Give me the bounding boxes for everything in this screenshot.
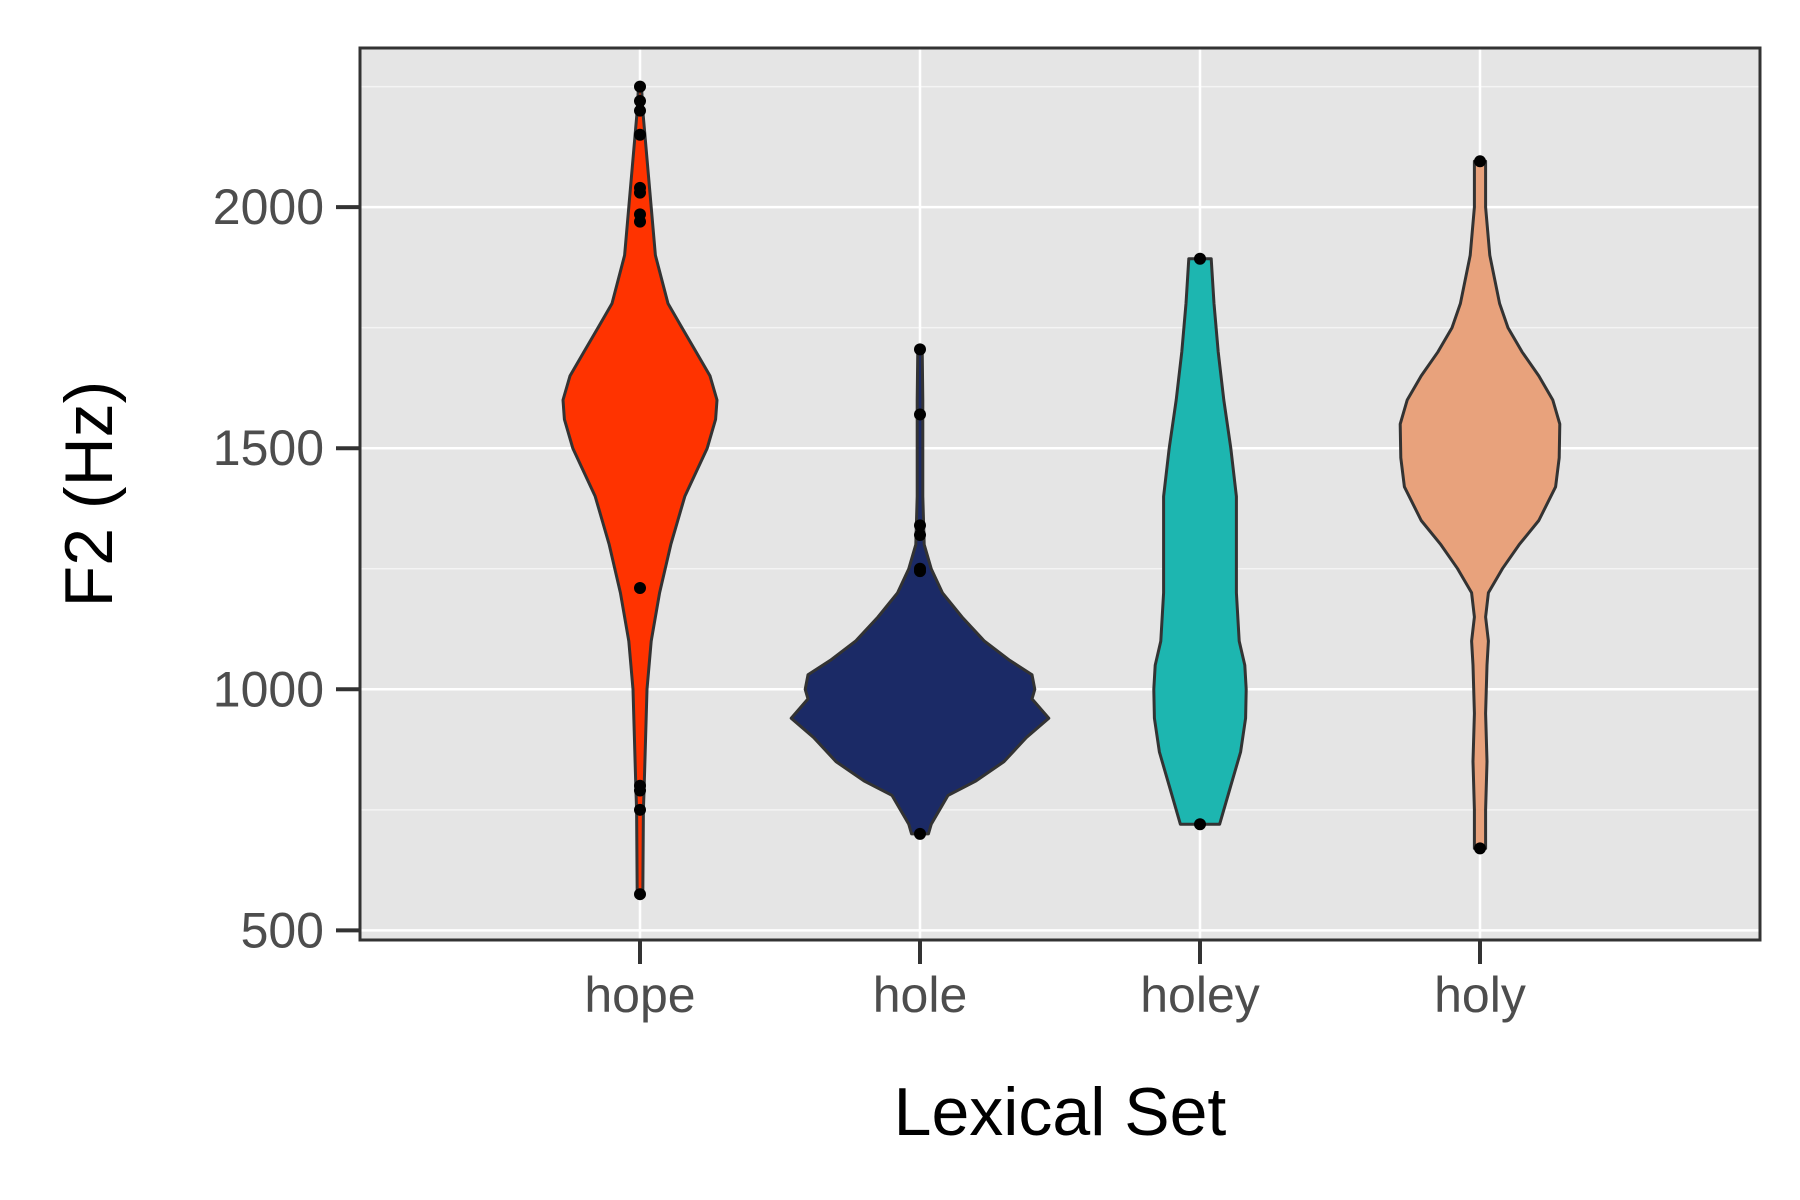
y-axis: 500 1000 1500 2000: [213, 179, 360, 958]
outlier-point-hope: [634, 888, 646, 901]
plot-panel-border: [358, 46, 1762, 942]
outlier-point-hole: [914, 408, 926, 421]
outlier-point-hope: [634, 104, 646, 117]
outlier-point-hole: [914, 343, 926, 356]
outlier-point-hole: [914, 827, 926, 840]
outlier-point-hole: [914, 528, 926, 541]
y-tick-label: 1000: [213, 661, 324, 717]
x-tick-label: hole: [873, 967, 968, 1023]
x-axis: hope hole holey holy: [584, 940, 1526, 1023]
x-tick-label: hope: [584, 967, 695, 1023]
y-tick-label: 1500: [213, 420, 324, 476]
outlier-point-holy: [1474, 155, 1486, 168]
y-tick-label: 2000: [213, 179, 324, 235]
x-tick-label: holy: [1434, 967, 1526, 1023]
outlier-point-hope: [634, 803, 646, 816]
outlier-point-hope: [634, 208, 646, 221]
outlier-point-hope: [634, 779, 646, 792]
y-axis-title: F2 (Hz): [51, 381, 127, 608]
outlier-point-hole: [914, 519, 926, 532]
outlier-point-hope: [634, 582, 646, 595]
violin-holey: [1152, 257, 1248, 826]
grid-minor: [360, 85, 1760, 811]
outlier-point-hope: [634, 128, 646, 141]
outlier-point-hope: [634, 95, 646, 108]
x-tick-label: holey: [1140, 967, 1260, 1023]
outlier-point-hope: [634, 181, 646, 194]
outlier-point-holey: [1194, 252, 1206, 265]
outlier-point-hope: [634, 80, 646, 93]
y-tick-label: 500: [241, 902, 324, 958]
outlier-point-holey: [1194, 818, 1206, 831]
outlier-point-holy: [1474, 842, 1486, 855]
outlier-points: [634, 80, 1486, 901]
x-axis-title: Lexical Set: [894, 1074, 1227, 1150]
outlier-point-hole: [914, 562, 926, 575]
